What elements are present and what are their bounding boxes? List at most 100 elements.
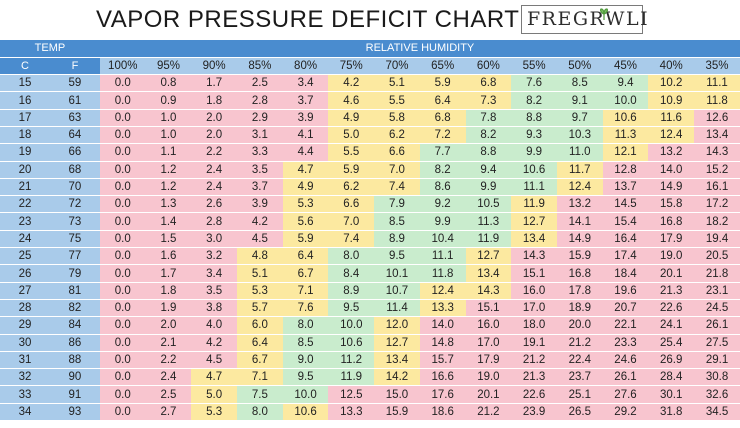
vpd-cell: 18.6 [419,403,466,422]
vpd-cell: 2.8 [191,212,238,231]
vpd-cell: 4.2 [191,334,238,352]
vpd-cell: 14.3 [465,282,512,300]
table-row: 17 63 0.0 1.0 2.0 2.9 3.9 4.9 5.8 6.8 7.8 8.8 9.7 10.… [0,109,740,127]
vpd-cell: 3.4 [191,264,238,283]
vpd-cell: 1.1 [145,143,192,162]
temp-header: TEMP [0,40,100,58]
vpd-cell: 7.4 [328,230,375,249]
vpd-cell: 3.2 [191,247,238,266]
vpd-cell: 12.7 [465,247,512,266]
vpd-cell: 22.6 [648,299,695,318]
vpd-cell: 22.4 [556,351,603,370]
vpd-cell: 9.5 [374,247,420,266]
vpd-cell: 16.8 [648,212,695,231]
vpd-cell: 4.6 [328,91,375,110]
vpd-cell: 0.0 [99,264,146,283]
vpd-cell: 3.0 [191,230,238,249]
vpd-cell: 4.4 [282,143,329,162]
vpd-cell: 14.5 [602,195,649,214]
vpd-cell: 10.6 [282,403,329,422]
vpd-cell: 8.0 [237,403,283,422]
vpd-cell: 2.0 [191,126,238,145]
vpd-cell: 16.4 [602,230,649,249]
temp-c-cell: 26 [0,264,50,283]
vpd-cell: 23.7 [556,368,603,387]
vpd-cell: 15.4 [602,212,649,231]
vpd-cell: 4.9 [328,109,375,127]
vpd-cell: 0.0 [99,282,146,300]
vpd-cell: 9.2 [419,195,466,214]
vpd-cell: 3.9 [282,109,329,127]
table-row: 34 93 0.0 2.7 5.3 8.0 10.6 13.3 15.9 18.6 21.2 23.9… [0,403,740,422]
page-title: VAPOR PRESSURE DEFICIT CHART BY: [96,6,565,33]
humidity-header: 65% [419,57,466,76]
vpd-cell: 8.2 [465,126,512,145]
vpd-cell: 9.1 [556,91,603,110]
humidity-header: 70% [374,57,420,76]
vpd-cell: 18.2 [694,212,740,231]
vpd-cell: 20.1 [648,264,695,283]
table-row: 27 81 0.0 1.8 3.5 5.3 7.1 8.9 10.7 12.4 14.3 16.0 17… [0,282,740,300]
vpd-cell: 2.9 [237,109,283,127]
vpd-cell: 0.0 [99,385,146,404]
vpd-cell: 30.1 [648,385,695,404]
vpd-cell: 2.0 [145,316,192,335]
vpd-cell: 13.3 [419,299,466,318]
vpd-cell: 2.2 [191,143,238,162]
vpd-cell: 20.7 [602,299,649,318]
vpd-cell: 1.8 [145,282,192,300]
temp-c-cell: 24 [0,230,50,249]
vpd-cell: 5.3 [282,195,329,214]
vpd-cell: 14.2 [374,368,420,387]
vpd-cell: 4.7 [282,161,329,179]
vpd-cell: 5.5 [374,91,420,110]
temp-f-cell: 77 [49,247,100,266]
vpd-cell: 8.6 [419,178,466,197]
temp-f-cell: 88 [49,351,100,370]
vpd-cell: 8.9 [374,230,420,249]
vpd-cell: 25.1 [556,385,603,404]
vpd-cell: 17.9 [648,230,695,249]
logo-text: FREGRWLI [527,8,650,30]
table-row: 21 70 0.0 1.2 2.4 3.7 4.9 6.2 7.4 8.6 9.9 11.1 12.4 1… [0,178,740,197]
table-row: 32 90 0.0 2.4 4.7 7.1 9.5 11.9 14.2 16.6 19.0 21.3 2… [0,368,740,387]
vpd-cell: 13.4 [465,264,512,283]
vpd-cell: 10.9 [648,91,695,110]
vpd-cell: 15.9 [556,247,603,266]
vpd-cell: 17.6 [419,385,466,404]
vpd-cell: 11.4 [374,299,420,318]
col-f-header: F [49,57,100,76]
vpd-cell: 19.4 [694,230,740,249]
vpd-table: TEMP RELATIVE HUMIDITY C F 100% 95% 90% 85%… [0,40,740,422]
vpd-cell: 0.0 [99,195,146,214]
table-row: 16 61 0.0 0.9 1.8 2.8 3.7 4.6 5.5 6.4 7.3 8.2 9.1 10.… [0,91,740,110]
vpd-cell: 17.0 [465,334,512,352]
vpd-cell: 20.0 [556,316,603,335]
vpd-cell: 17.9 [465,351,512,370]
vpd-cell: 19.1 [511,334,557,352]
vpd-cell: 2.4 [191,178,238,197]
vpd-cell: 5.7 [237,299,283,318]
table-row: 22 72 0.0 1.3 2.6 3.9 5.3 6.6 7.9 9.2 10.5 11.9 13.2… [0,195,740,214]
vpd-cell: 3.7 [237,178,283,197]
vpd-cell: 1.2 [145,178,192,197]
vpd-cell: 7.1 [282,282,329,300]
vpd-cell: 4.2 [328,74,375,93]
vpd-cell: 5.9 [282,230,329,249]
vpd-cell: 14.3 [511,247,557,266]
vpd-cell: 9.5 [328,299,375,318]
vpd-cell: 15.0 [374,385,420,404]
vpd-cell: 10.0 [328,316,375,335]
vpd-cell: 24.5 [694,299,740,318]
vpd-cell: 13.2 [648,143,695,162]
vpd-cell: 8.4 [328,264,375,283]
vpd-cell: 11.8 [419,264,466,283]
temp-c-cell: 18 [0,126,50,145]
vpd-cell: 11.2 [328,351,375,370]
rh-header: RELATIVE HUMIDITY [99,40,740,58]
vpd-cell: 12.7 [374,334,420,352]
vpd-cell: 7.3 [465,91,512,110]
vpd-cell: 7.5 [237,385,283,404]
vpd-cell: 7.6 [282,299,329,318]
vpd-cell: 4.5 [191,351,238,370]
